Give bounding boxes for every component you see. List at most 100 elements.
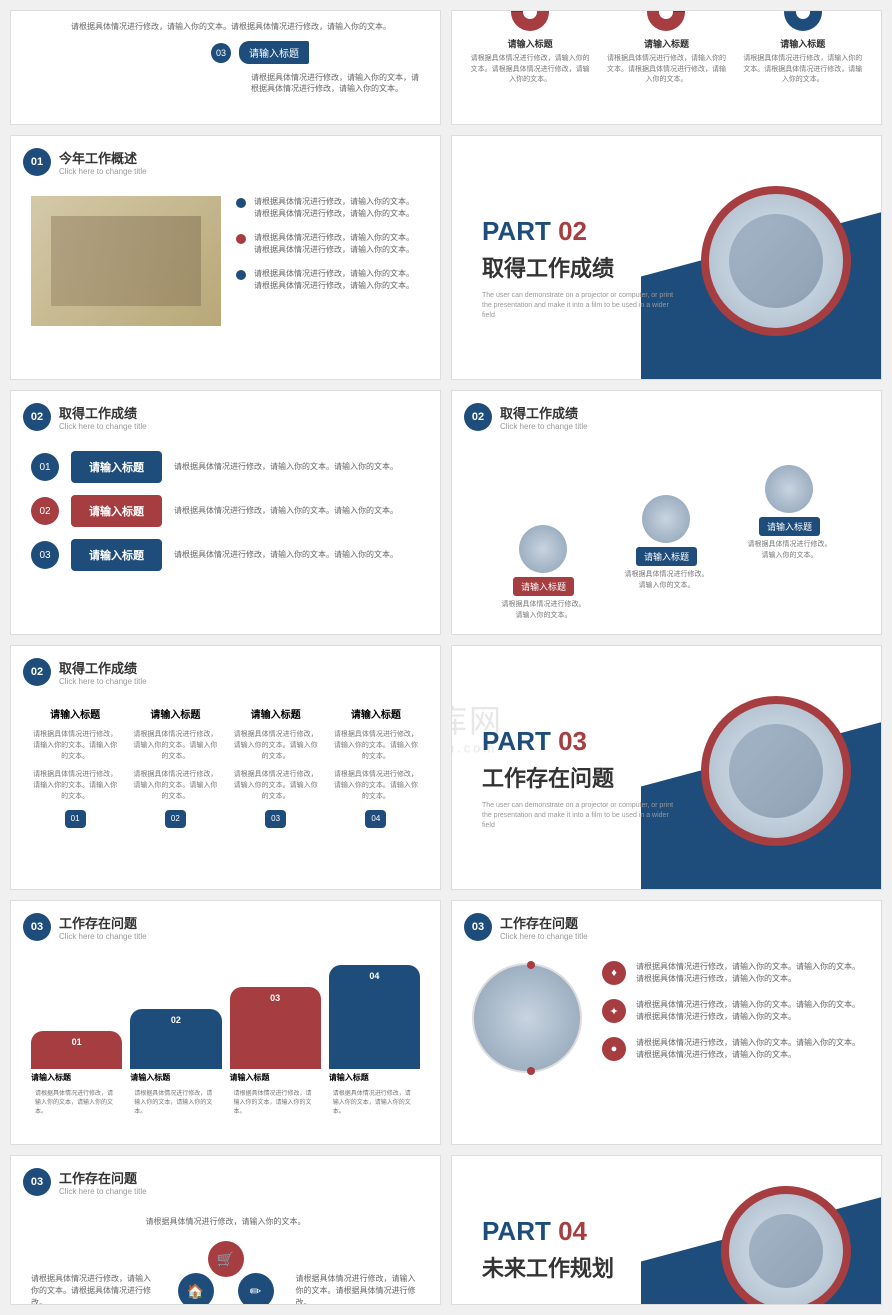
- pill-num: 01: [31, 453, 59, 481]
- donut-col: 请输入标题 请根据具体情况进行修改，请输入你的文本。请根据具体情况进行修改，请输…: [469, 11, 592, 86]
- stair-cap: 03: [230, 987, 321, 1069]
- stair-num: 01: [35, 1037, 118, 1047]
- pill-row: 01请输入标题请根据具体情况进行修改，请输入你的文本。请输入你的文本。: [31, 451, 420, 483]
- slide-part-divider: PART 02 取得工作成绩 The user can demonstrate …: [451, 135, 882, 380]
- slide-part-divider-partial: PART 04 未来工作规划: [451, 1155, 882, 1305]
- slide-title: 取得工作成绩: [59, 658, 147, 677]
- center-circle: [472, 963, 582, 1073]
- donut-text: 请根据具体情况进行修改，请输入你的文本。请根据具体情况进行修改，请输入你的文本。: [741, 54, 864, 86]
- item-text: 请根据具体情况进行修改，请输入你的文本。请输入你的文本。请根据具体情况进行修改，…: [636, 1037, 861, 1061]
- step-circle: [765, 465, 813, 513]
- left-text: 请根据具体情况进行修改，请输入你的文本。请根据具体情况进行修改。: [31, 1273, 156, 1305]
- column: 请输入标题请根据具体情况进行修改，请输入你的文本。请输入你的文本。请根据具体情况…: [31, 706, 119, 828]
- part-desc: The user can demonstrate on a projector …: [482, 801, 682, 830]
- slide-subtitle: Click here to change title: [59, 422, 147, 431]
- stair-title: 请输入标题: [130, 1072, 221, 1083]
- slide-subtitle: Click here to change title: [500, 422, 588, 431]
- slide-title: 取得工作成绩: [500, 403, 588, 422]
- col-text: 请根据具体情况进行修改，请输入你的文本。请输入你的文本。: [232, 769, 320, 803]
- slide-timeline-partial: 请根据具体情况进行修改，请输入你的文本。请根据具体情况进行修改，请输入你的文本。…: [10, 10, 441, 125]
- col-text: 请根据具体情况进行修改，请输入你的文本。请输入你的文本。: [232, 729, 320, 763]
- slide-badge: 01: [23, 148, 51, 176]
- slide-subtitle: Click here to change title: [59, 932, 147, 941]
- part-label: PART 03: [482, 726, 682, 757]
- slide-donuts-partial: 请输入标题 请根据具体情况进行修改，请输入你的文本。请根据具体情况进行修改，请输…: [451, 10, 882, 125]
- hex-icon: ✏: [238, 1273, 274, 1305]
- pill-label: 请输入标题: [71, 451, 162, 483]
- part-title: 取得工作成绩: [482, 251, 682, 283]
- stair-text: 请根据具体情况进行修改，请输入你的文本，请输入你的文本。: [130, 1086, 221, 1121]
- donut-chart: [784, 10, 822, 31]
- slide-steps: 02 取得工作成绩 Click here to change title 请输入…: [451, 390, 882, 635]
- icon-item: ●请根据具体情况进行修改，请输入你的文本。请输入你的文本。请根据具体情况进行修改…: [602, 1037, 861, 1061]
- bullet-text: 请根据具体情况进行修改，请输入你的文本。请根据具体情况进行修改，请输入你的文本。: [254, 232, 420, 256]
- hex-icon: 🏠: [178, 1273, 214, 1305]
- slide-title: 取得工作成绩: [59, 403, 147, 422]
- item-text: 请根据具体情况进行修改，请输入你的文本。请输入你的文本。请根据具体情况进行修改，…: [636, 999, 861, 1023]
- col-title: 请输入标题: [232, 706, 320, 721]
- item-text: 请根据具体情况进行修改，请输入你的文本。请输入你的文本。请根据具体情况进行修改，…: [636, 961, 861, 985]
- col-text: 请根据具体情况进行修改，请输入你的文本。请输入你的文本。: [131, 769, 219, 803]
- stair-num: 04: [333, 971, 416, 981]
- slide-subtitle: Click here to change title: [59, 1187, 147, 1196]
- slide-badge: 02: [464, 403, 492, 431]
- donut-chart: [511, 10, 549, 31]
- slide-subtitle: Click here to change title: [59, 167, 147, 176]
- bullet-dot: [236, 270, 246, 280]
- stair-text: 请根据具体情况进行修改，请输入你的文本，请输入你的文本。: [230, 1086, 321, 1121]
- step-circle: [642, 495, 690, 543]
- col-num: 01: [65, 810, 86, 828]
- part-image-circle: [701, 696, 851, 846]
- col-num: 03: [265, 810, 286, 828]
- pill-num: 03: [31, 541, 59, 569]
- part-label: PART 04: [482, 1216, 614, 1247]
- slide-4cols: 02 取得工作成绩 Click here to change title 请输入…: [10, 645, 441, 890]
- pill-num: 02: [31, 497, 59, 525]
- icon-item: ♦请根据具体情况进行修改，请输入你的文本。请输入你的文本。请根据具体情况进行修改…: [602, 961, 861, 985]
- step-label: 请输入标题: [513, 577, 574, 596]
- item-icon: ✦: [602, 999, 626, 1023]
- step-item: 请输入标题 请根据具体情况进行修改。请输入你的文本。: [747, 465, 832, 561]
- col-text: 请根据具体情况进行修改，请输入你的文本。请输入你的文本。: [332, 769, 420, 803]
- stair-title: 请输入标题: [31, 1072, 122, 1083]
- stair-item: 01请输入标题请根据具体情况进行修改，请输入你的文本，请输入你的文本。: [31, 1031, 122, 1121]
- pill-label: 请输入标题: [71, 539, 162, 571]
- stair-cap: 04: [329, 965, 420, 1069]
- part-label: PART 02: [482, 216, 682, 247]
- stair-cap: 01: [31, 1031, 122, 1069]
- col-num: 04: [365, 810, 386, 828]
- hex-cluster: 🛒 🏠 ✏: [166, 1241, 286, 1305]
- pill-row: 02请输入标题请根据具体情况进行修改，请输入你的文本。请输入你的文本。: [31, 495, 420, 527]
- col-text: 请根据具体情况进行修改，请输入你的文本。请输入你的文本。: [332, 729, 420, 763]
- part-image-circle: [701, 186, 851, 336]
- step-item: 请输入标题 请根据具体情况进行修改。请输入你的文本。: [501, 525, 586, 621]
- slide-circle-icons: 03 工作存在问题 Click here to change title ♦请根…: [451, 900, 882, 1145]
- donut-chart: [647, 10, 685, 31]
- slide-badge: 02: [23, 403, 51, 431]
- col-text: 请根据具体情况进行修改，请输入你的文本。请输入你的文本。: [31, 769, 119, 803]
- stair-num: 02: [134, 1015, 217, 1025]
- slide-title: 工作存在问题: [59, 913, 147, 932]
- bullet-dot: [236, 234, 246, 244]
- right-text: 请根据具体情况进行修改，请输入你的文本。请根据具体情况进行修改。: [296, 1273, 421, 1305]
- col-text: 请根据具体情况进行修改，请输入你的文本。请输入你的文本。: [131, 729, 219, 763]
- stair-text: 请根据具体情况进行修改，请输入你的文本，请输入你的文本。: [329, 1086, 420, 1121]
- donut-text: 请根据具体情况进行修改，请输入你的文本。请根据具体情况进行修改，请输入你的文本。: [605, 54, 728, 86]
- slide-stairs: 03 工作存在问题 Click here to change title 01 请…: [10, 900, 441, 1145]
- pill-text: 请根据具体情况进行修改，请输入你的文本。请输入你的文本。: [174, 549, 420, 561]
- slide-hex-partial: 03 工作存在问题 Click here to change title 请根据…: [10, 1155, 441, 1305]
- stair-item: 03请输入标题请根据具体情况进行修改，请输入你的文本，请输入你的文本。: [230, 987, 321, 1121]
- slide-badge: 03: [23, 1168, 51, 1196]
- content-image: [31, 196, 221, 326]
- stair-cap: 02: [130, 1009, 221, 1069]
- column: 请输入标题请根据具体情况进行修改，请输入你的文本。请输入你的文本。请根据具体情况…: [332, 706, 420, 828]
- slide-subtitle: Click here to change title: [500, 932, 588, 941]
- stair-item: 04请输入标题请根据具体情况进行修改，请输入你的文本，请输入你的文本。: [329, 965, 420, 1121]
- step-text: 请根据具体情况进行修改。请输入你的文本。: [624, 570, 709, 591]
- part-image-circle: [721, 1186, 851, 1305]
- step-text: 请根据具体情况进行修改。请输入你的文本。: [747, 540, 832, 561]
- part-title: 工作存在问题: [482, 761, 682, 793]
- top-text: 请根据具体情况进行修改，请输入你的文本。: [31, 1216, 420, 1227]
- hex-icon: 🛒: [208, 1241, 244, 1277]
- column: 请输入标题请根据具体情况进行修改，请输入你的文本。请输入你的文本。请根据具体情况…: [131, 706, 219, 828]
